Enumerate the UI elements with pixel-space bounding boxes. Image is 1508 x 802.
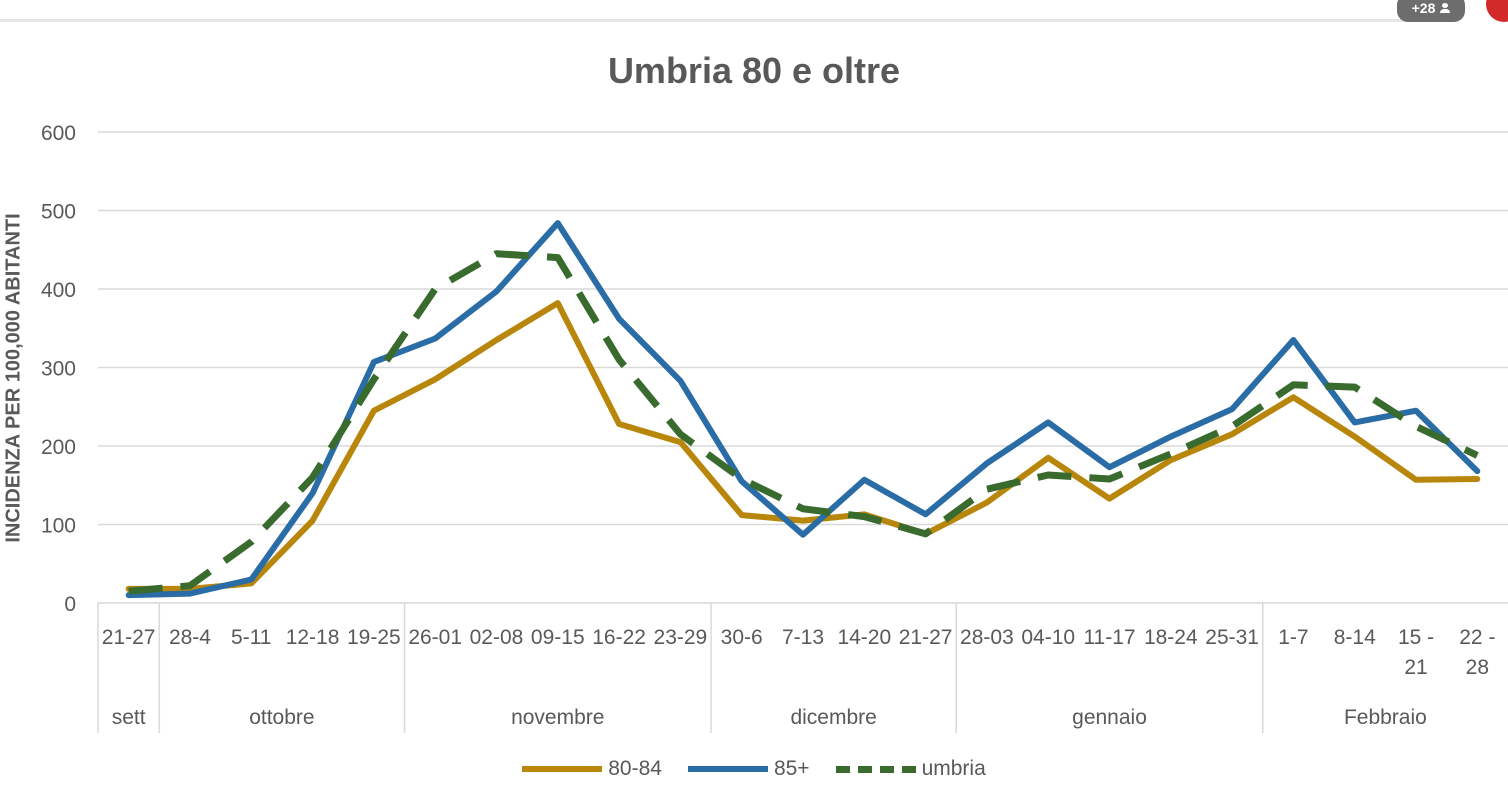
y-tick-label: 400 [41, 279, 76, 302]
x-tick-label: 28-4 [169, 626, 211, 649]
participants-badge[interactable]: +28 [1397, 0, 1465, 22]
y-tick-label: 500 [41, 201, 76, 224]
participants-count: +28 [1411, 0, 1436, 16]
y-tick-label: 300 [41, 358, 76, 381]
month-label: dicembre [790, 706, 876, 729]
window-top-rule [0, 19, 1440, 22]
x-tick-label: 14-20 [837, 626, 891, 649]
x-tick-label: 12-18 [286, 626, 340, 649]
x-tick-label: 30-6 [721, 626, 763, 649]
x-tick-label: 7-13 [782, 626, 824, 649]
month-label: novembre [511, 706, 604, 729]
x-tick-label: 23-29 [654, 626, 708, 649]
series-line-umbria [128, 250, 1479, 595]
month-label: ottobre [249, 706, 314, 729]
x-tick-label: 21-27 [899, 626, 953, 649]
legend-swatch-umbria [835, 765, 916, 773]
x-tick-label: 02-08 [470, 626, 524, 649]
x-tick-label: 15 -21 [1398, 626, 1434, 679]
chart-legend: 80-84 85+ umbria [0, 757, 1508, 781]
x-tick-label: 1-7 [1278, 626, 1308, 649]
x-tick-label: 11-17 [1083, 626, 1135, 649]
x-tick-label: 8-14 [1334, 626, 1376, 649]
x-tick-label: 28-03 [960, 626, 1014, 649]
y-tick-label: 0 [64, 593, 76, 616]
legend-label: umbria [921, 757, 986, 780]
x-tick-label: 16-22 [592, 626, 646, 649]
x-tick-label: 22 -28 [1459, 626, 1495, 679]
month-label: gennaio [1072, 706, 1147, 729]
y-tick-label: 600 [41, 122, 76, 145]
x-tick-label: 09-15 [531, 626, 585, 649]
x-tick-label: 26-01 [408, 626, 462, 649]
month-label: sett [112, 706, 146, 729]
chart-title: Umbria 80 e oltre [607, 50, 901, 91]
legend-item: 85+ [687, 757, 810, 781]
legend-label: 80-84 [608, 757, 662, 780]
x-tick-label: 5-11 [231, 626, 271, 649]
person-icon [1440, 3, 1451, 13]
x-tick-label: 04-10 [1021, 626, 1075, 649]
x-tick-label: 18-24 [1144, 626, 1198, 649]
y-tick-label: 100 [41, 515, 76, 538]
x-tick-label: 19-25 [347, 626, 401, 649]
legend-swatch-80-84 [522, 766, 603, 772]
legend-swatch-85+ [687, 766, 768, 772]
legend-item: 80-84 [522, 757, 662, 781]
x-tick-label: 21-27 [102, 626, 156, 649]
x-tick-label: 25-31 [1205, 626, 1259, 649]
legend-item: umbria [835, 757, 986, 781]
month-label: Febbraio [1344, 706, 1427, 729]
recording-dot-icon[interactable] [1486, 0, 1508, 22]
legend-label: 85+ [773, 757, 810, 780]
y-tick-label: 200 [41, 436, 76, 459]
